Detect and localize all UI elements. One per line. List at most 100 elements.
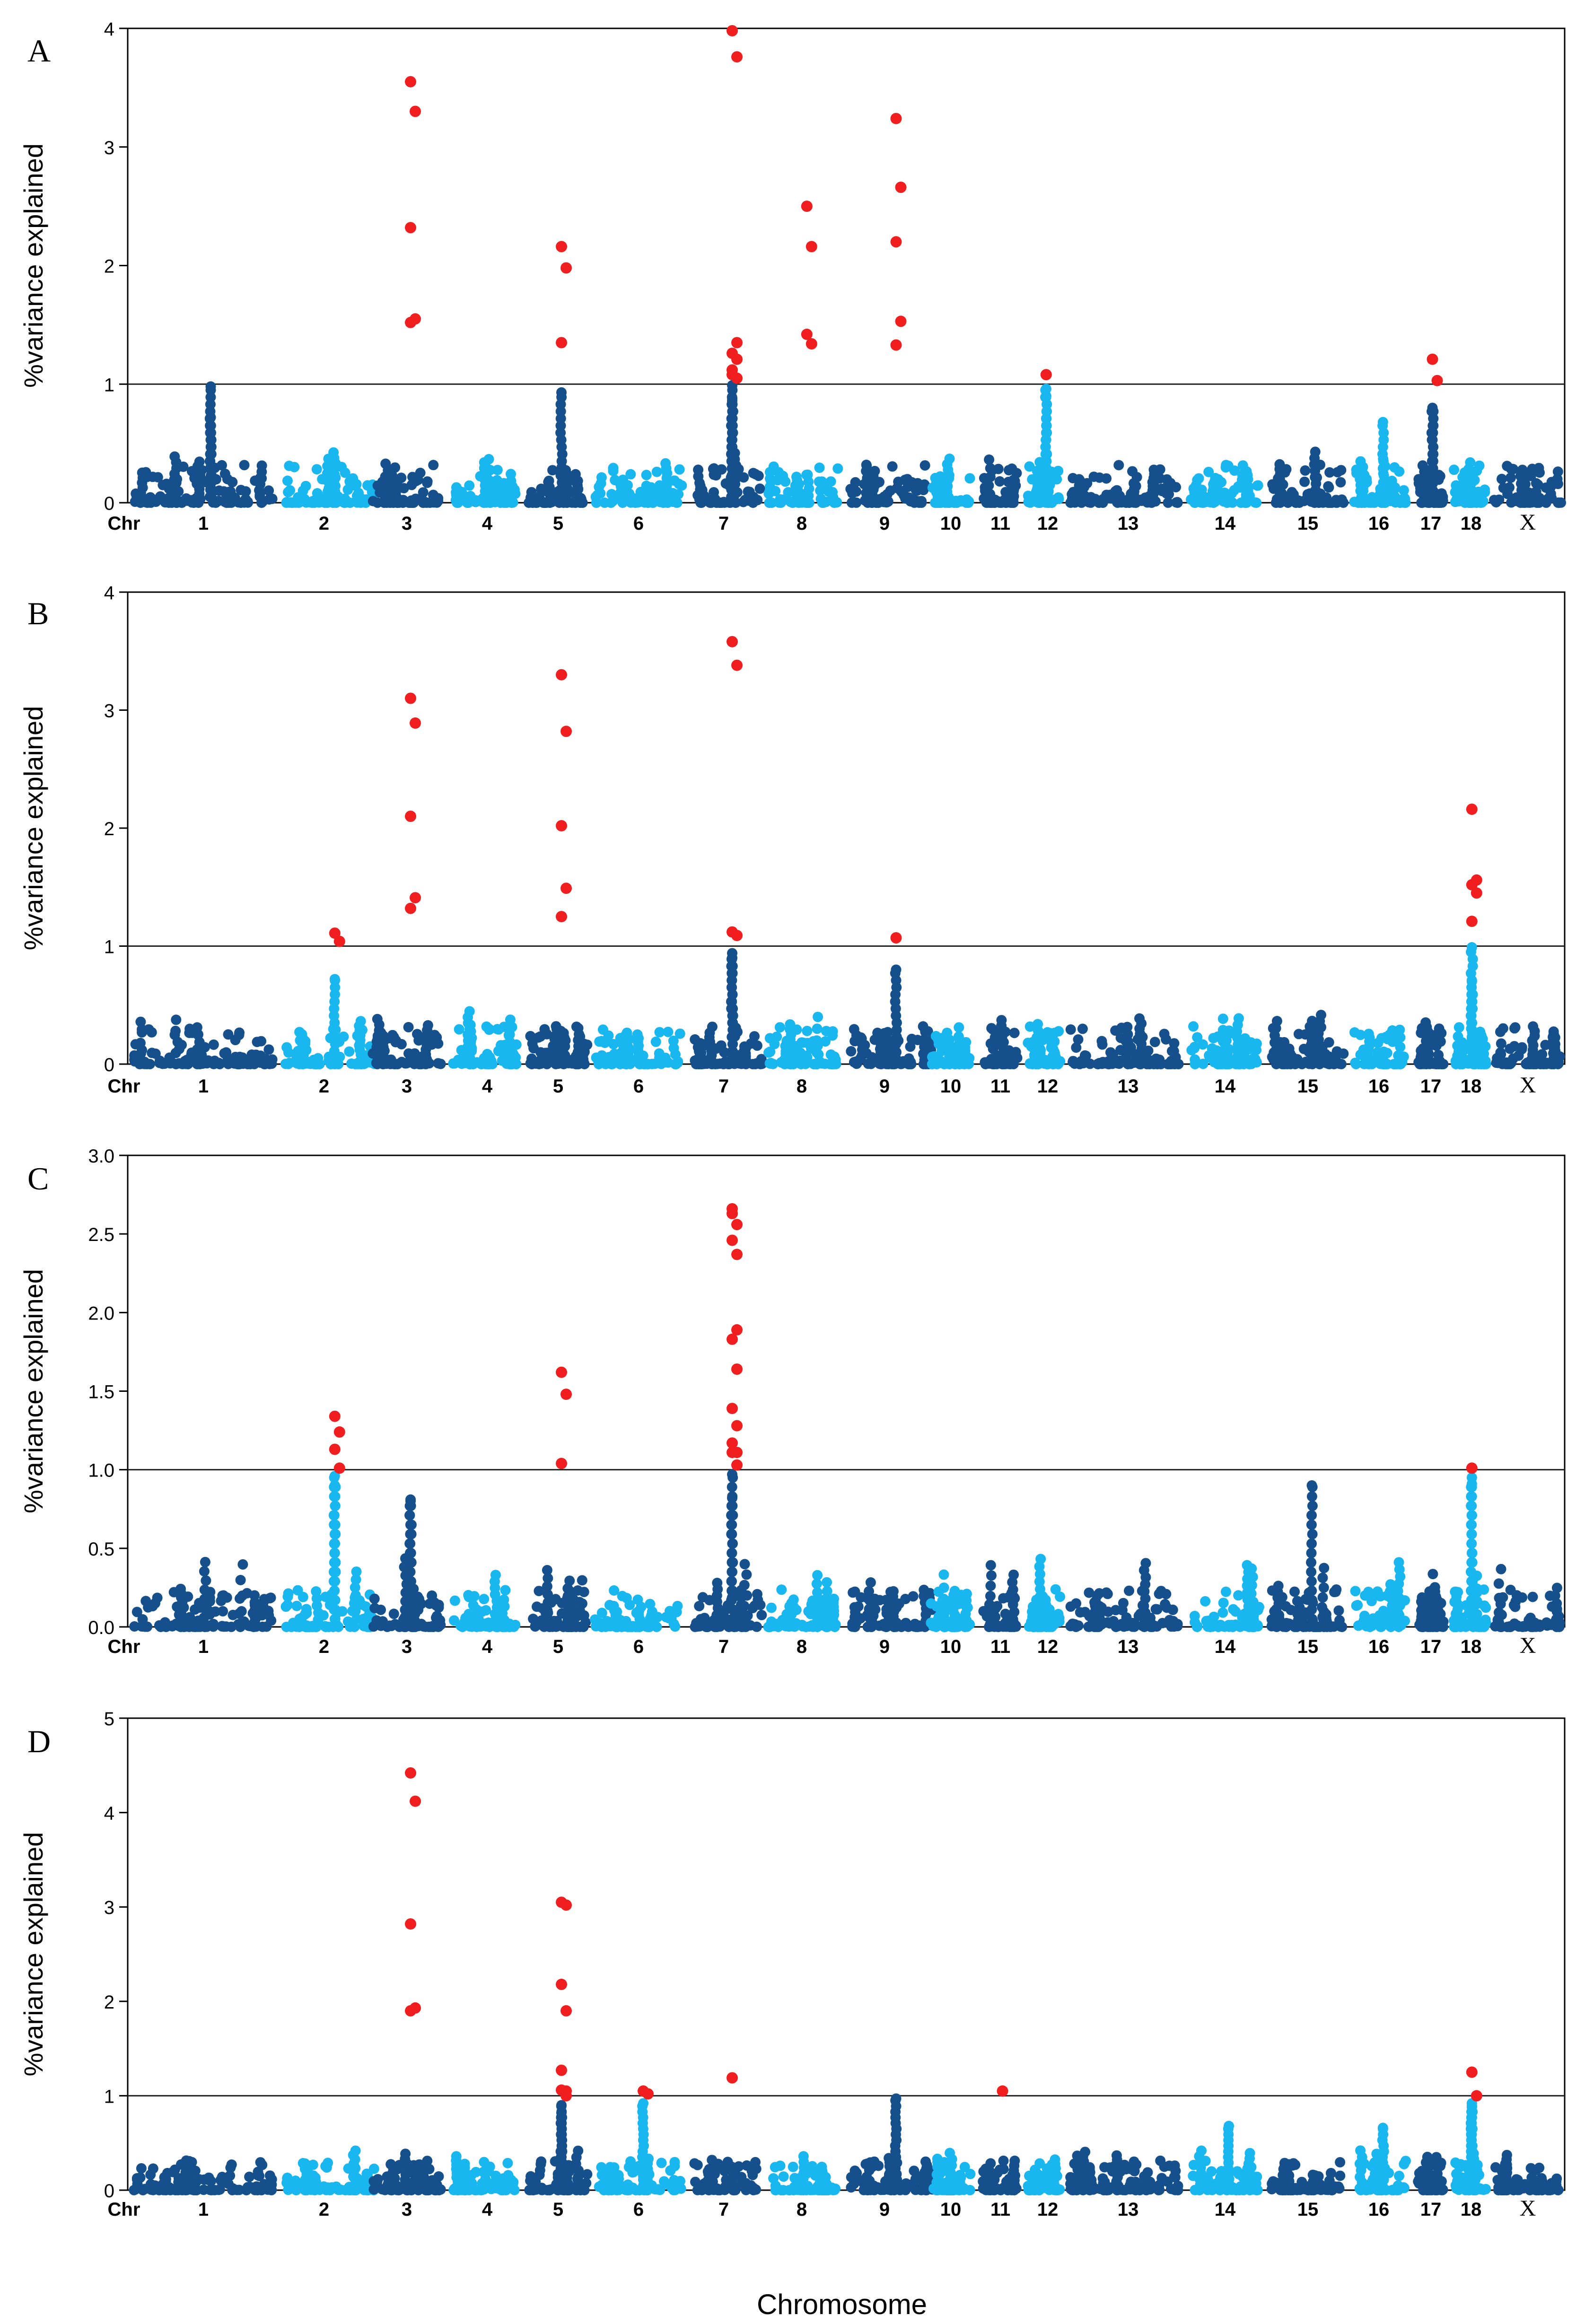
snp-point: [1220, 462, 1231, 473]
snp-point: [1077, 1023, 1088, 1034]
snp-point: [300, 481, 311, 491]
snp-point: [1390, 482, 1401, 493]
snp-point: [567, 1588, 578, 1599]
snp-point: [596, 1608, 607, 1618]
snp-point: [311, 464, 322, 475]
snp-point: [236, 498, 246, 508]
significant-point: [1466, 804, 1478, 815]
snp-point: [919, 479, 930, 490]
snp-point: [1287, 487, 1297, 498]
y-tick-label: 0.5: [88, 1539, 114, 1560]
snp-point: [390, 1035, 401, 1046]
snp-point: [404, 1576, 415, 1587]
chr-10-points: [927, 454, 975, 508]
chr-8-points: [763, 1570, 841, 1632]
snp-point: [660, 458, 671, 469]
snp-point: [1035, 1584, 1045, 1595]
snp-point: [727, 953, 737, 964]
snp-point: [1227, 497, 1238, 508]
chromosome-label: 5: [553, 1076, 563, 1097]
snp-point: [905, 1041, 916, 1052]
significant-point: [405, 902, 416, 914]
snp-point: [1208, 1033, 1219, 1044]
snp-point: [577, 1598, 587, 1609]
x-axis-title: Chromosome: [757, 2289, 927, 2320]
chr-18-points: [1449, 457, 1490, 508]
snp-point: [1163, 497, 1173, 508]
snp-point: [405, 1529, 416, 1539]
snp-point: [802, 1025, 813, 1036]
snp-point: [218, 1590, 229, 1601]
snp-point: [650, 1036, 661, 1047]
snp-point: [404, 1566, 415, 1577]
snp-point: [312, 494, 323, 505]
snp-point: [1252, 480, 1263, 491]
significant-point: [801, 328, 813, 340]
snp-point: [985, 1601, 996, 1612]
snp-point: [849, 1602, 860, 1613]
snp-point: [245, 1059, 255, 1069]
snp-point: [692, 1621, 703, 1632]
chr-5-points: [528, 1565, 591, 1632]
snp-point: [1378, 1046, 1389, 1057]
snp-point: [1324, 467, 1335, 478]
snp-point: [866, 1622, 877, 1632]
snp-point: [431, 1035, 442, 1046]
snp-point: [608, 1039, 619, 1049]
snp-point: [1207, 1618, 1217, 1629]
chr-13-points: [1065, 1013, 1184, 1069]
snp-point: [350, 1582, 360, 1593]
snp-point: [937, 1595, 948, 1606]
chr-17-points: [1414, 1569, 1449, 1632]
snp-point: [1065, 497, 1076, 508]
snp-point: [1466, 1491, 1477, 1502]
snp-point: [1280, 1621, 1291, 1632]
snp-point: [815, 485, 826, 496]
chromosome-label: 9: [879, 1076, 890, 1097]
snp-point: [428, 489, 438, 500]
snp-point: [736, 1592, 746, 1603]
snp-point: [753, 1595, 763, 1605]
snp-point: [1556, 497, 1566, 508]
snp-point: [695, 481, 706, 491]
y-tick-label: 2.5: [88, 1224, 114, 1245]
chr-14-points: [1189, 1560, 1264, 1632]
chr-6-points: [591, 1024, 685, 1069]
chr-3-points: [368, 1013, 446, 1069]
snp-point: [351, 1566, 362, 1577]
chr-7-points: [690, 1469, 767, 1632]
snp-point: [1350, 1058, 1361, 1069]
significant-point: [410, 892, 421, 904]
snp-point: [1338, 1048, 1349, 1059]
snp-point: [530, 1621, 541, 1632]
snp-point: [480, 1058, 491, 1069]
snp-point: [1306, 1491, 1317, 1502]
snp-point: [577, 1610, 587, 1621]
significant-point: [895, 182, 907, 193]
snp-point: [144, 1059, 155, 1069]
snp-point: [550, 1594, 561, 1605]
snp-point: [1071, 1042, 1082, 1053]
snp-point: [330, 1501, 341, 1511]
snp-point: [624, 1034, 634, 1045]
snp-point: [1306, 1604, 1317, 1615]
snp-point: [1466, 1547, 1477, 1558]
significant-point: [731, 372, 743, 384]
chromosome-label: 11: [990, 1076, 1010, 1097]
snp-point: [754, 483, 765, 494]
snp-point: [1247, 1572, 1258, 1582]
snp-point: [572, 475, 583, 486]
snp-point: [726, 1501, 737, 1511]
snp-point: [1248, 1597, 1259, 1608]
snp-point: [297, 1029, 307, 1040]
snp-point: [1551, 1606, 1562, 1616]
snp-point: [984, 1611, 995, 1622]
snp-point: [785, 1019, 796, 1030]
snp-point: [542, 1581, 552, 1592]
plot-frame: [127, 1154, 1566, 1628]
snp-point: [221, 1047, 232, 1058]
snp-point: [1495, 1026, 1506, 1037]
snp-point: [998, 1043, 1009, 1054]
snp-point: [579, 1041, 590, 1052]
snp-point: [954, 1059, 965, 1069]
